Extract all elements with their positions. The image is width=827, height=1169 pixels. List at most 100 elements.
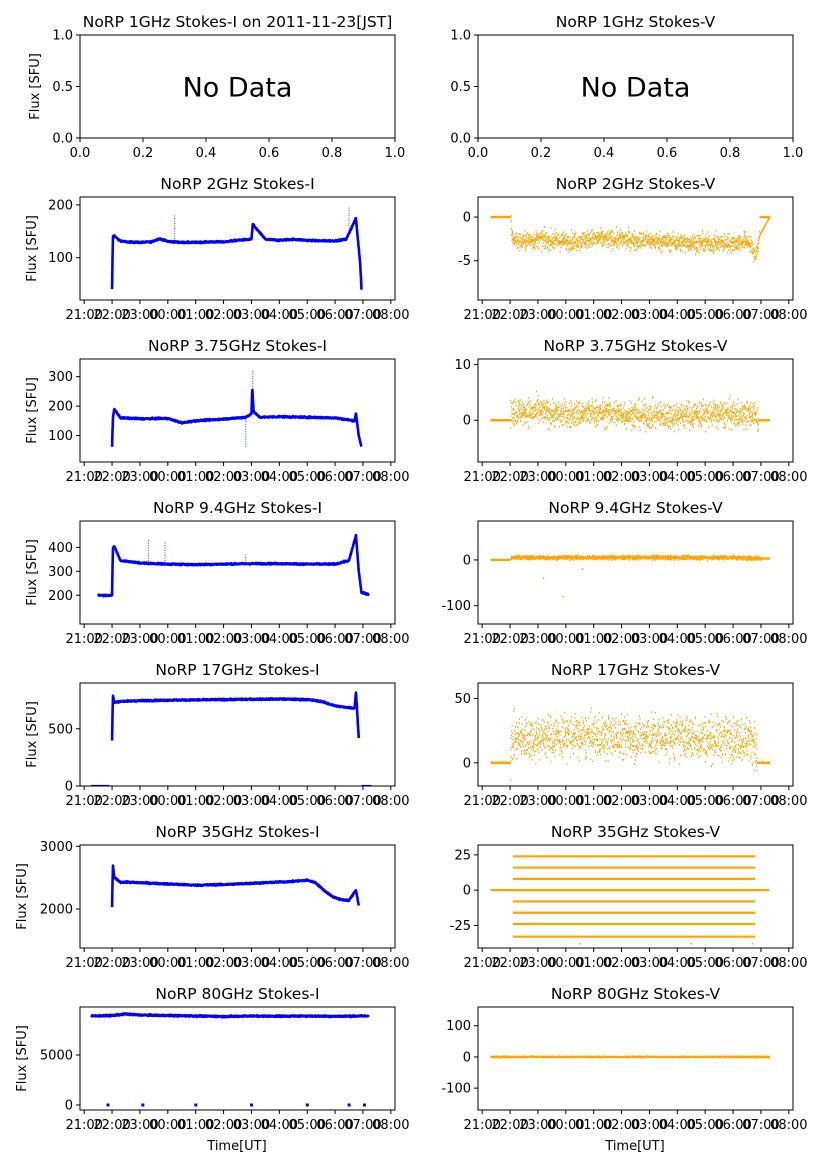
x-tick-label: 04:00 (659, 470, 696, 485)
x-tick-label: 01:00 (575, 308, 612, 323)
data-point (526, 855, 529, 858)
x-tick-label: 21:00 (463, 308, 500, 323)
y-tick-label: 0.5 (450, 80, 471, 95)
y-tick-label: 0 (463, 756, 471, 771)
data-point (697, 855, 699, 858)
x-tick-label: 02:00 (205, 794, 242, 809)
x-tick-label: 05:00 (288, 1118, 325, 1133)
data-points (490, 390, 771, 433)
x-tick-label: 22:00 (93, 470, 130, 485)
y-tick-label: -5 (458, 254, 471, 269)
x-tick-label: 23:00 (121, 1118, 158, 1133)
data-point (634, 855, 636, 858)
y-axis-label: Flux [SFU] (15, 1025, 30, 1092)
x-tick-label: 01:00 (575, 1118, 612, 1133)
plot-frame (79, 1006, 396, 1111)
data-point (671, 855, 674, 858)
x-tick-label: 01:00 (575, 632, 612, 647)
plot-frame (79, 34, 396, 139)
y-tick-label: 5000 (40, 1049, 73, 1064)
x-tick-label: 01:00 (177, 956, 214, 971)
no-data-label: No Data (183, 73, 293, 104)
x-tick-label: 03:00 (631, 632, 668, 647)
panel-grid: NoRP 1GHz Stokes-I on 2011-11-23[JST] Flu… (15, 13, 808, 1133)
data-layer (91, 691, 372, 786)
x-tick-label: 03:00 (631, 794, 668, 809)
data-point (549, 855, 552, 858)
data-layer (490, 1055, 771, 1059)
data-point (552, 855, 555, 858)
x-tick-label: 02:00 (205, 632, 242, 647)
x-tick-label: 06:00 (316, 470, 353, 485)
panel-title: NoRP 9.4GHz Stokes-I (153, 499, 322, 517)
x-tick-label: 03:00 (631, 956, 668, 971)
no-data-label: No Data (581, 73, 691, 104)
x-tick-label: 08:00 (372, 1118, 409, 1133)
y-tick-label: 3000 (40, 840, 73, 855)
data-point (742, 855, 744, 858)
x-tick-label: 02:00 (205, 308, 242, 323)
x-tick-label: 04:00 (261, 794, 298, 809)
x-tick-label: 00:00 (149, 632, 186, 647)
x-tick-label: 00:00 (149, 956, 186, 971)
x-tick-label: 00:00 (547, 308, 584, 323)
x-tick-label: 00:00 (149, 794, 186, 809)
x-tick-label: 01:00 (177, 794, 214, 809)
x-tick-label: 04:00 (659, 1118, 696, 1133)
y-tick-label: 0.0 (450, 132, 471, 147)
data-point (642, 855, 645, 858)
y-tick-label: 0 (65, 780, 73, 795)
x-tick-label: 08:00 (372, 308, 409, 323)
x-tick-label: 07:00 (344, 1118, 381, 1133)
data-point (753, 855, 756, 858)
data-layer (490, 855, 770, 945)
y-tick-label: 100 (48, 251, 73, 266)
x-tick-label: 22:00 (491, 632, 528, 647)
data-point (668, 855, 670, 858)
data-layer (490, 554, 771, 598)
x-tick-label: 23:00 (519, 308, 556, 323)
data-points (490, 707, 771, 781)
x-tick-label: 07:00 (742, 632, 779, 647)
x-tick-label: 22:00 (93, 308, 130, 323)
x-tick-label: 22:00 (93, 956, 130, 971)
panel-title: NoRP 1GHz Stokes-I on 2011-11-23[JST] (83, 13, 393, 31)
x-tick-label: 23:00 (519, 956, 556, 971)
x-tick-label: 01:00 (177, 470, 214, 485)
panel-title: NoRP 9.4GHz Stokes-V (548, 499, 723, 517)
x-tick-label: 23:00 (519, 632, 556, 647)
y-axis-label: Flux [SFU] (25, 701, 40, 768)
data-point (660, 855, 663, 858)
x-tick-label: 05:00 (686, 1118, 723, 1133)
x-tick-label: 07:00 (742, 1118, 779, 1133)
stokes-i-trace (110, 864, 361, 908)
x-tick-label: 21:00 (463, 956, 500, 971)
x-tick-label: 22:00 (491, 1118, 528, 1133)
x-tick-label: 21:00 (65, 308, 102, 323)
data-layer (490, 390, 771, 433)
x-tick-label: 06:00 (316, 308, 353, 323)
x-tick-label: 07:00 (742, 956, 779, 971)
panel-v4: NoRP 9.4GHz Stokes-V -100 0 21:0022:0023:00… (441, 499, 807, 647)
x-tick-label: 21:00 (463, 470, 500, 485)
data-point (582, 855, 585, 858)
x-tick-label: 23:00 (121, 956, 158, 971)
data-point (518, 855, 520, 858)
x-tick-label: 02:00 (603, 794, 640, 809)
data-point (652, 855, 655, 858)
x-tick-label: 03:00 (631, 470, 668, 485)
data-point (638, 855, 641, 858)
stokes-i-trace (110, 217, 363, 290)
x-tick-label: 01:00 (177, 1118, 214, 1133)
x-tick-label: 00:00 (547, 1118, 584, 1133)
y-tick-label: 1.0 (450, 29, 471, 44)
x-axis-label-left: Time[UT] (206, 1139, 266, 1154)
data-layer (110, 207, 363, 290)
data-point (722, 855, 724, 858)
x-tick-label: 01:00 (177, 632, 214, 647)
x-tick-label: 0.2 (133, 146, 154, 161)
x-tick-label: 23:00 (121, 794, 158, 809)
